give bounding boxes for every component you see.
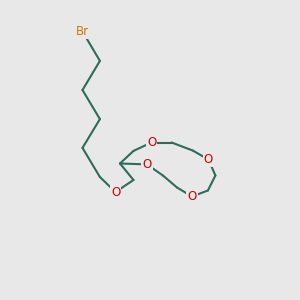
Text: O: O (204, 153, 213, 166)
Text: Br: Br (76, 25, 89, 38)
Text: O: O (188, 190, 196, 203)
Text: O: O (147, 136, 156, 149)
Text: O: O (142, 158, 152, 171)
Text: O: O (111, 185, 120, 199)
